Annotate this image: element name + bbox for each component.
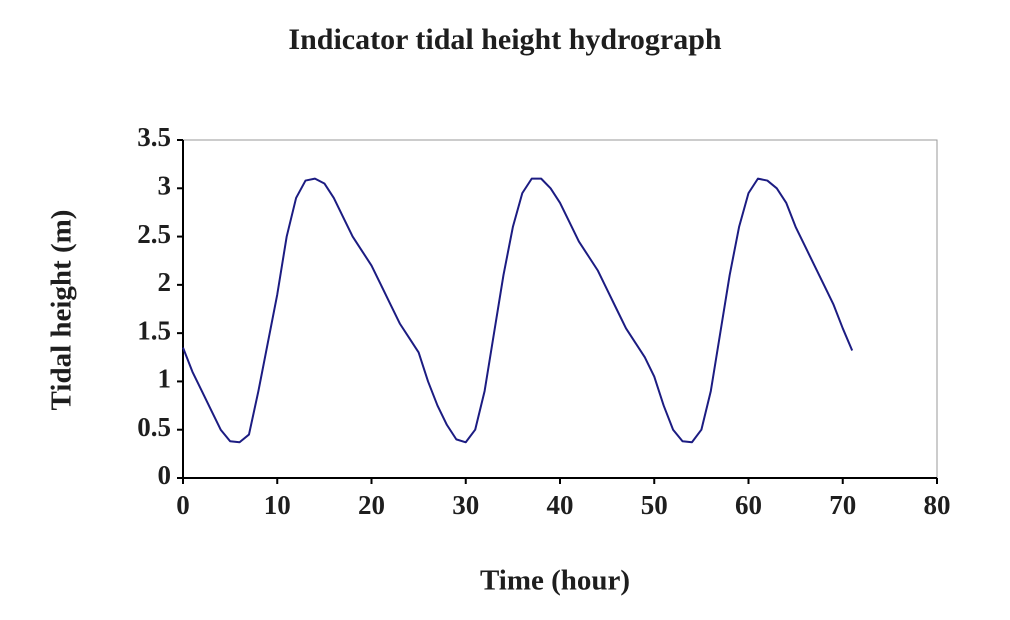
y-tick-label: 3.5 — [137, 122, 171, 152]
x-tick-label: 80 — [924, 490, 951, 520]
x-tick-label: 40 — [547, 490, 574, 520]
plot-area — [182, 139, 938, 479]
y-tick-label: 1 — [158, 364, 172, 394]
x-tick-label: 10 — [264, 490, 291, 520]
y-tick-label: 3 — [158, 170, 172, 200]
x-tick-label: 50 — [641, 490, 668, 520]
x-tick-label: 20 — [358, 490, 385, 520]
y-tick-label: 0 — [158, 460, 172, 490]
x-tick-label: 60 — [735, 490, 762, 520]
y-axis-label: Tidal height (m) — [46, 210, 78, 411]
x-tick-label: 0 — [176, 490, 190, 520]
chart-title: Indicator tidal height hydrograph — [288, 23, 721, 56]
series-line — [182, 177, 854, 444]
y-tick-label: 2.5 — [137, 219, 171, 249]
x-tick-label: 30 — [452, 490, 479, 520]
x-tick-label: 70 — [829, 490, 856, 520]
y-tick-label: 0.5 — [137, 412, 171, 442]
y-tick-label: 2 — [158, 267, 172, 297]
x-axis-label: Time (hour) — [480, 565, 630, 597]
y-tick-label: 1.5 — [137, 315, 171, 345]
